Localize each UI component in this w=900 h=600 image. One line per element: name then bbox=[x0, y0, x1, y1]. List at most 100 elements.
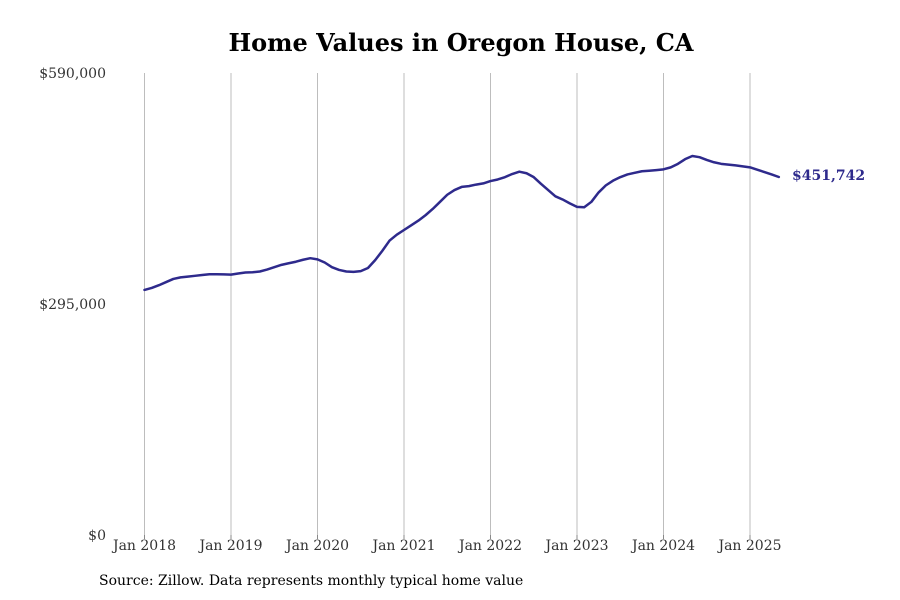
data-point bbox=[553, 194, 557, 198]
data-point bbox=[150, 286, 154, 290]
data-point bbox=[719, 162, 723, 166]
data-point bbox=[359, 269, 363, 273]
data-point bbox=[546, 188, 550, 192]
data-point bbox=[352, 270, 356, 274]
data-point bbox=[532, 175, 536, 179]
data-point bbox=[402, 228, 406, 232]
data-point bbox=[690, 154, 694, 158]
x-axis-ticks: Jan 2018 Jan 2019 Jan 2020 Jan 2021 Jan 2022… bbox=[111, 535, 782, 554]
data-point bbox=[287, 261, 291, 265]
data-point bbox=[510, 172, 514, 176]
data-point bbox=[337, 268, 341, 272]
data-point bbox=[316, 257, 320, 261]
data-point bbox=[200, 273, 204, 277]
data-point bbox=[625, 172, 629, 176]
data-point bbox=[770, 172, 774, 176]
data-point bbox=[215, 272, 219, 276]
data-point bbox=[755, 168, 759, 172]
data-point bbox=[503, 175, 507, 179]
data-point bbox=[734, 163, 738, 167]
data-point bbox=[582, 205, 586, 209]
data-point bbox=[568, 201, 572, 205]
data-point bbox=[712, 160, 716, 164]
data-point bbox=[589, 200, 593, 204]
data-point bbox=[604, 183, 608, 187]
data-point bbox=[431, 207, 435, 211]
data-point bbox=[323, 261, 327, 265]
data-point bbox=[705, 158, 709, 162]
data-point bbox=[777, 175, 781, 179]
x-tick-label: Jan 2018 bbox=[111, 538, 176, 554]
data-point bbox=[445, 193, 449, 197]
data-points bbox=[143, 154, 781, 292]
data-point bbox=[380, 249, 384, 253]
x-tick-label: Jan 2022 bbox=[457, 538, 522, 554]
data-point bbox=[698, 155, 702, 159]
data-point bbox=[460, 185, 464, 189]
data-point bbox=[301, 258, 305, 262]
data-point bbox=[496, 177, 500, 181]
data-point bbox=[272, 265, 276, 269]
data-point bbox=[662, 167, 666, 171]
data-point bbox=[265, 268, 269, 272]
data-point bbox=[258, 270, 262, 274]
home-value-line bbox=[143, 154, 781, 292]
data-point bbox=[741, 164, 745, 168]
data-point bbox=[640, 169, 644, 173]
data-point bbox=[243, 271, 247, 275]
data-point bbox=[575, 205, 579, 209]
data-point bbox=[251, 270, 255, 274]
data-point bbox=[618, 175, 622, 179]
data-point bbox=[438, 200, 442, 204]
data-point bbox=[647, 169, 651, 173]
data-point bbox=[179, 275, 183, 279]
data-point bbox=[748, 165, 752, 169]
data-point bbox=[676, 162, 680, 166]
data-point bbox=[157, 283, 161, 287]
x-tick-label: Jan 2021 bbox=[370, 538, 435, 554]
data-point bbox=[474, 183, 478, 187]
x-tick-label: Jan 2025 bbox=[716, 538, 781, 554]
data-point bbox=[366, 266, 370, 270]
data-point bbox=[561, 197, 565, 201]
data-point bbox=[762, 170, 766, 174]
data-point bbox=[222, 272, 226, 276]
data-point bbox=[525, 171, 529, 175]
data-point bbox=[539, 182, 543, 186]
vertical-gridlines bbox=[144, 73, 751, 535]
data-point bbox=[395, 233, 399, 237]
data-point bbox=[294, 260, 298, 264]
x-tick-label: Jan 2020 bbox=[284, 538, 349, 554]
data-point bbox=[236, 271, 240, 275]
data-point bbox=[726, 163, 730, 167]
data-point bbox=[424, 213, 428, 217]
chart-title: Home Values in Oregon House, CA bbox=[228, 28, 693, 57]
data-point bbox=[373, 258, 377, 262]
y-tick-label: $590,000 bbox=[39, 66, 106, 82]
y-axis-ticks: $0 $295,000 $590,000 bbox=[39, 66, 106, 544]
data-point bbox=[416, 219, 420, 223]
data-point bbox=[597, 190, 601, 194]
data-point bbox=[654, 168, 658, 172]
data-point bbox=[489, 179, 493, 183]
data-point bbox=[611, 179, 615, 183]
x-tick-label: Jan 2023 bbox=[543, 538, 608, 554]
data-point bbox=[388, 239, 392, 243]
source-note: Source: Zillow. Data represents monthly … bbox=[99, 573, 524, 589]
data-point bbox=[171, 277, 175, 281]
end-value-label: $451,742 bbox=[792, 168, 865, 184]
data-point bbox=[143, 288, 147, 292]
data-point bbox=[344, 270, 348, 274]
data-point bbox=[633, 171, 637, 175]
data-point bbox=[330, 265, 334, 269]
data-point bbox=[207, 272, 211, 276]
y-tick-label: $0 bbox=[88, 528, 106, 544]
x-tick-label: Jan 2024 bbox=[630, 538, 695, 554]
data-point bbox=[481, 181, 485, 185]
data-point bbox=[279, 263, 283, 267]
data-point bbox=[517, 170, 521, 174]
x-tick-label: Jan 2019 bbox=[197, 538, 262, 554]
data-point bbox=[669, 165, 673, 169]
data-point bbox=[193, 274, 197, 278]
